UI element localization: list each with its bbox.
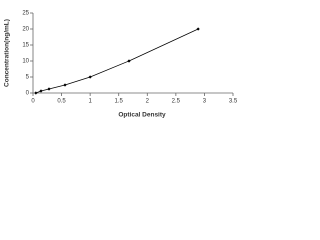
y-tick-label: 20 xyxy=(22,27,29,33)
curve xyxy=(35,28,199,94)
y-tick-label: 5 xyxy=(26,75,30,81)
y-axis-label: Concentration(ng/mL) xyxy=(4,19,11,87)
chart: Optical Density Concentration(ng/mL) 0 5 1… xyxy=(4,11,238,119)
x-tick-label: 0 xyxy=(31,99,35,105)
y-tick-label: 10 xyxy=(22,59,29,65)
x-tick-label: 1.5 xyxy=(115,99,124,105)
point xyxy=(34,91,38,95)
y-tick-label: 25 xyxy=(22,11,29,17)
point xyxy=(39,89,43,93)
x-tick-label: 2 xyxy=(146,99,150,105)
point xyxy=(47,87,51,91)
point xyxy=(63,83,67,87)
x-tick-label: 2.5 xyxy=(172,99,181,105)
x-tick-label: 3 xyxy=(203,99,207,105)
point xyxy=(88,75,92,79)
x-tick-label: 1 xyxy=(88,99,92,105)
x-axis-label: Optical Density xyxy=(118,112,166,119)
y-tick-label: 15 xyxy=(22,43,29,49)
x-tick-label: 3.5 xyxy=(229,99,238,105)
point xyxy=(127,59,131,63)
y-tick-label: 0 xyxy=(26,91,30,97)
point xyxy=(196,27,200,31)
x-tick-label: 0.5 xyxy=(57,99,66,105)
